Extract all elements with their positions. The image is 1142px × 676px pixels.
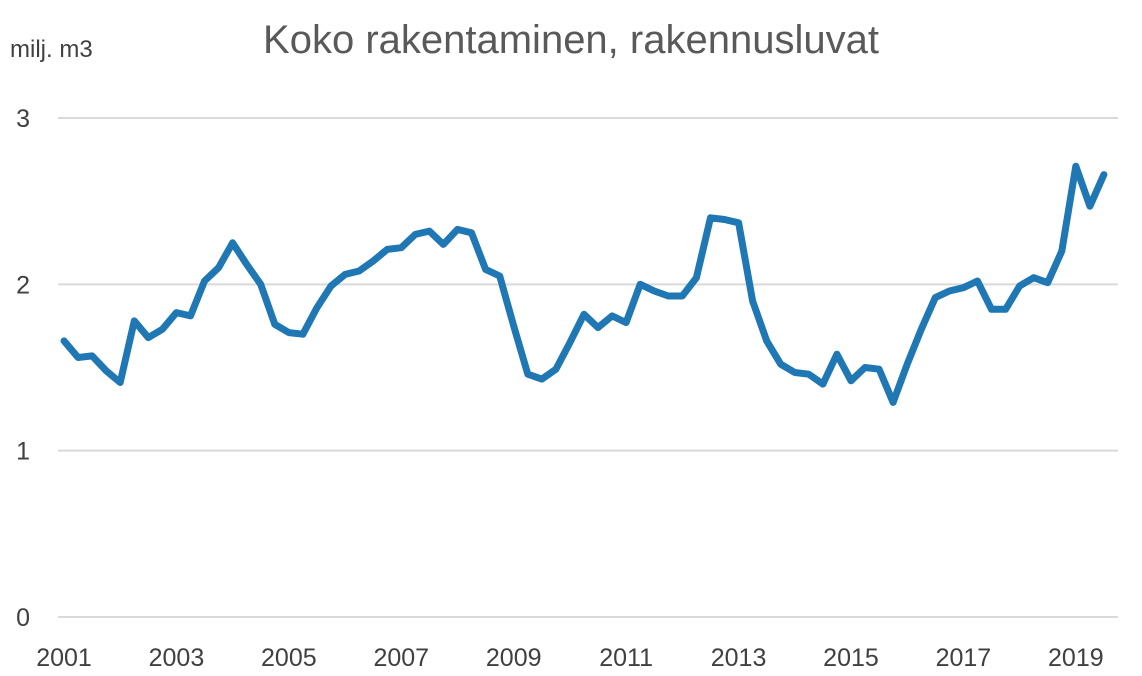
y-axis-unit-label: milj. m3 [10, 36, 93, 63]
x-tick-label: 2015 [823, 644, 879, 672]
x-tick-label: 2013 [711, 644, 767, 672]
y-tick-label: 2 [16, 271, 30, 299]
x-tick-label: 2005 [261, 644, 317, 672]
x-tick-label: 2011 [599, 644, 653, 672]
x-tick-label: 2001 [36, 644, 92, 672]
y-tick-label: 3 [16, 105, 30, 133]
x-tick-label: 2003 [149, 644, 205, 672]
chart-title: Koko rakentaminen, rakennusluvat [263, 18, 879, 62]
x-tick-label: 2017 [936, 644, 992, 672]
series-line [60, 162, 1108, 406]
y-tick-label: 1 [16, 438, 30, 466]
x-tick-label: 2007 [373, 644, 429, 672]
x-tick-label: 2019 [1048, 644, 1104, 672]
x-tick-label: 2009 [486, 644, 542, 672]
y-tick-label: 0 [16, 604, 30, 632]
